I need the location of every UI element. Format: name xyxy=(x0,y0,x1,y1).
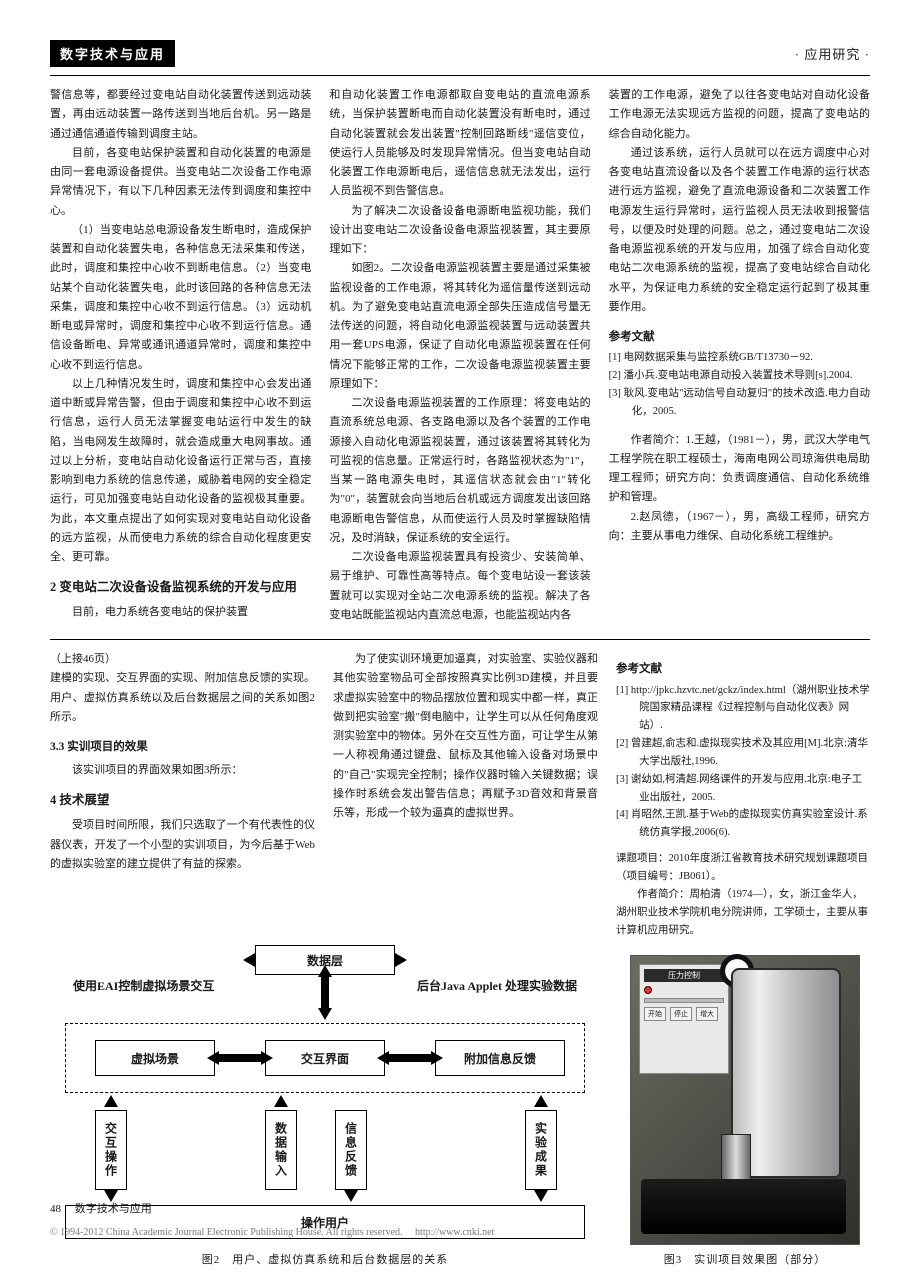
figure2-caption: 图2 用户、虚拟仿真系统和后台数据层的关系 xyxy=(50,1251,600,1267)
arrow-ui-fb xyxy=(387,1054,433,1062)
node-ops: 交互操作 xyxy=(95,1110,127,1190)
a1-ref-1: [1] 电网数据采集与监控系统GB/T13730－92. xyxy=(609,349,870,367)
a1-ref-2: [2] 潘小兵.变电站电源自动投入装置技术导则[s].2004. xyxy=(609,367,870,385)
a2-h4: 4 技术展望 xyxy=(50,790,315,812)
panel-btn-stop[interactable]: 停止 xyxy=(670,1007,692,1021)
ah-info-dn xyxy=(344,1190,358,1202)
ah-su-l xyxy=(207,1051,219,1065)
ah-uf-r xyxy=(431,1051,443,1065)
footer-journal: 数字技术与应用 xyxy=(75,1203,152,1215)
arrow-scene-ui xyxy=(217,1054,263,1062)
a2-p2: 该实训项目的界面效果如图3所示： xyxy=(50,761,315,780)
photo-control-panel: 压力控制 开始 停止 增大 xyxy=(639,964,729,1074)
arrow-data-down xyxy=(321,975,329,1010)
a1-ref-3: [3] 耿风.变电站"远动信号自动复归"的技术改造.电力自动化，2005. xyxy=(609,385,870,421)
label-eai: 使用EAI控制虚拟场景交互 xyxy=(73,977,243,994)
a1-refs-title: 参考文献 xyxy=(609,327,870,347)
a2-project: 课题项目：2010年度浙江省教育技术研究规划课题项目（项目编号：JB061）。 xyxy=(616,850,870,886)
a1-author2: 2.赵凤德，（1967－），男，高级工程师，研究方向：主要从事电力维保、自动化系… xyxy=(609,508,870,547)
node-input: 数据输入 xyxy=(265,1110,297,1190)
ah-su-r xyxy=(261,1051,273,1065)
a2-mid-p1: 为了使实训环境更加逼真，对实验室、实验仪器和其他实验室物品可全部按照真实比例3D… xyxy=(333,650,598,823)
cnki-link[interactable]: http://www.cnki.net xyxy=(415,1227,494,1238)
a1c1-p2: 目前，各变电站保护装置和自动化装置的电源是由同一套电源设备提供。当变电站二次设备… xyxy=(50,144,311,221)
article-divider xyxy=(50,639,870,640)
a2-col-left: （上接46页） 建模的实现、交互界面的实现、附加信息反馈的实现。用户、虚拟仿真系… xyxy=(50,650,315,939)
a2-refs-title: 参考文献 xyxy=(616,660,870,680)
section-label: · 应用研究 · xyxy=(795,44,870,63)
arrowhead-right xyxy=(395,953,407,967)
arrowhead-data-up xyxy=(318,965,332,977)
node-info: 信息反馈 xyxy=(335,1110,367,1190)
a2-author: 作者简介：周柏清（1974—），女，浙江金华人，湖州职业技术学院机电分院讲师，工… xyxy=(616,886,870,940)
a1c3-p2: 通过该系统，运行人员就可以在远方调度中心对各变电站直流设备以及各个装置工作电源的… xyxy=(609,144,870,317)
a2-h33: 3.3 实训项目的效果 xyxy=(50,737,315,757)
a1c2-p2: 为了解决二次设备设备电源断电监视功能，我们设计出变电站二次设备设备电源监视装置，… xyxy=(329,202,590,260)
journal-badge: 数字技术与应用 xyxy=(50,40,175,67)
a1-h2: 2 变电站二次设备设备监视系统的开发与应用 xyxy=(50,577,311,599)
a1c1-p5: 目前，电力系统各变电站的保护装置 xyxy=(50,603,311,622)
arrowhead-data-down xyxy=(318,1008,332,1020)
a2-p3: 受项目时间所限，我们只选取了一个有代表性的仪器仪表，开发了一个小型的实训项目，为… xyxy=(50,816,315,874)
label-applet: 后台Java Applet 处理实验数据 xyxy=(407,977,577,994)
a1c2-p4: 二次设备电源监视装置的工作原理：将变电站的直流系统总电源、各支路电源以及各个装置… xyxy=(329,394,590,548)
a2-col-right: 参考文献 [1] http://jpkc.hzvtc.net/gckz/inde… xyxy=(616,650,870,939)
a2-ref-1: [1] http://jpkc.hzvtc.net/gckz/index.htm… xyxy=(616,682,870,736)
panel-slider[interactable] xyxy=(644,998,724,1003)
page-footer: 48 数字技术与应用 xyxy=(50,1200,152,1216)
node-scene: 虚拟场景 xyxy=(95,1040,215,1076)
pipe-shape xyxy=(721,1134,751,1184)
figure3-caption: 图3 实训项目效果图（部分） xyxy=(620,1251,870,1267)
article1-col1: 警信息等，都要经过变电站自动化装置传送到远动装置，再由远动装置一路传送到当地后台… xyxy=(50,86,311,625)
a1c3-p1: 装置的工作电源，避免了以往各变电站对自动化设备工作电源无法实现远方监视的问题，提… xyxy=(609,86,870,144)
node-result: 实验成果 xyxy=(525,1110,557,1190)
a2-p1: 建模的实现、交互界面的实现、附加信息反馈的实现。用户、虚拟仿真系统以及后台数据层… xyxy=(50,669,315,727)
article1-col3: 装置的工作电源，避免了以往各变电站对自动化设备工作电源无法实现远方监视的问题，提… xyxy=(609,86,870,625)
article1-columns: 警信息等，都要经过变电站自动化装置传送到远动装置，再由远动装置一路传送到当地后台… xyxy=(50,86,870,625)
a2-ref-2: [2] 曾建超,俞志和.虚拟现实技术及其应用[M].北京:清华大学出版社,199… xyxy=(616,735,870,771)
a1c2-p5: 二次设备电源监视装置具有投资少、安装简单、易于维护、可靠性高等特点。每个变电站设… xyxy=(329,548,590,625)
figure-row: 数据层 使用EAI控制虚拟场景交互 后台Java Applet 处理实验数据 虚… xyxy=(50,945,870,1267)
copyright-line: © 1994-2012 China Academic Journal Elect… xyxy=(50,1227,494,1238)
a2-ref-4: [4] 肖昭然,王凯.基于Web的虚拟现实仿真实验室设计.系统仿真学报,2006… xyxy=(616,806,870,842)
a1c1-p3: （1）当变电站总电源设备发生断电时，造成保护装置和自动化装置失电，各种信息无法采… xyxy=(50,221,311,375)
ah-res-dn xyxy=(534,1190,548,1202)
lamp-icon xyxy=(644,986,652,994)
ah-ops-up xyxy=(104,1095,118,1107)
base-shape xyxy=(641,1179,846,1234)
panel-title: 压力控制 xyxy=(644,969,724,982)
a1c2-p1: 和自动化装置工作电源都取自变电站的直流电源系统，当保护装置断电而自动化装置没有断… xyxy=(329,86,590,202)
arrowhead-left xyxy=(243,953,255,967)
figure3-photo: 压力控制 开始 停止 增大 xyxy=(630,955,860,1245)
a1c1-p4: 以上几种情况发生时，调度和集控中心会发出通道中断或异常告警，但由于调度和集控中心… xyxy=(50,375,311,568)
a1-author1: 作者简介：1.王越，（1981－），男，武汉大学电气工程学院在职工程硕士，海南电… xyxy=(609,431,870,508)
node-ui: 交互界面 xyxy=(265,1040,385,1076)
ah-uf-l xyxy=(377,1051,389,1065)
article2-block: （上接46页） 建模的实现、交互界面的实现、附加信息反馈的实现。用户、虚拟仿真系… xyxy=(50,650,870,939)
ah-in-up xyxy=(274,1095,288,1107)
a2-cont: （上接46页） xyxy=(50,650,315,669)
article1-col2: 和自动化装置工作电源都取自变电站的直流电源系统，当保护装置断电而自动化装置没有断… xyxy=(329,86,590,625)
panel-btn-inc[interactable]: 增大 xyxy=(696,1007,718,1021)
node-feedback: 附加信息反馈 xyxy=(435,1040,565,1076)
copyright-text: © 1994-2012 China Academic Journal Elect… xyxy=(50,1227,403,1238)
a2-col-mid: 为了使实训环境更加逼真，对实验室、实验仪器和其他实验室物品可全部按照真实比例3D… xyxy=(333,650,598,939)
header-rule xyxy=(50,75,870,76)
page-number: 48 xyxy=(50,1203,61,1215)
a1c2-p3: 如图2。二次设备电源监视装置主要是通过采集被监视设备的工作电源，将其转化为遥信量… xyxy=(329,259,590,394)
a2-ref-3: [3] 谢幼如,柯清超.网络课件的开发与应用.北京:电子工业出版社，2005. xyxy=(616,771,870,807)
ah-res-up xyxy=(534,1095,548,1107)
a1-refs: [1] 电网数据采集与监控系统GB/T13730－92. [2] 潘小兵.变电站… xyxy=(609,349,870,420)
a1c1-p1: 警信息等，都要经过变电站自动化装置传送到远动装置，再由远动装置一路传送到当地后台… xyxy=(50,86,311,144)
panel-btn-start[interactable]: 开始 xyxy=(644,1007,666,1021)
